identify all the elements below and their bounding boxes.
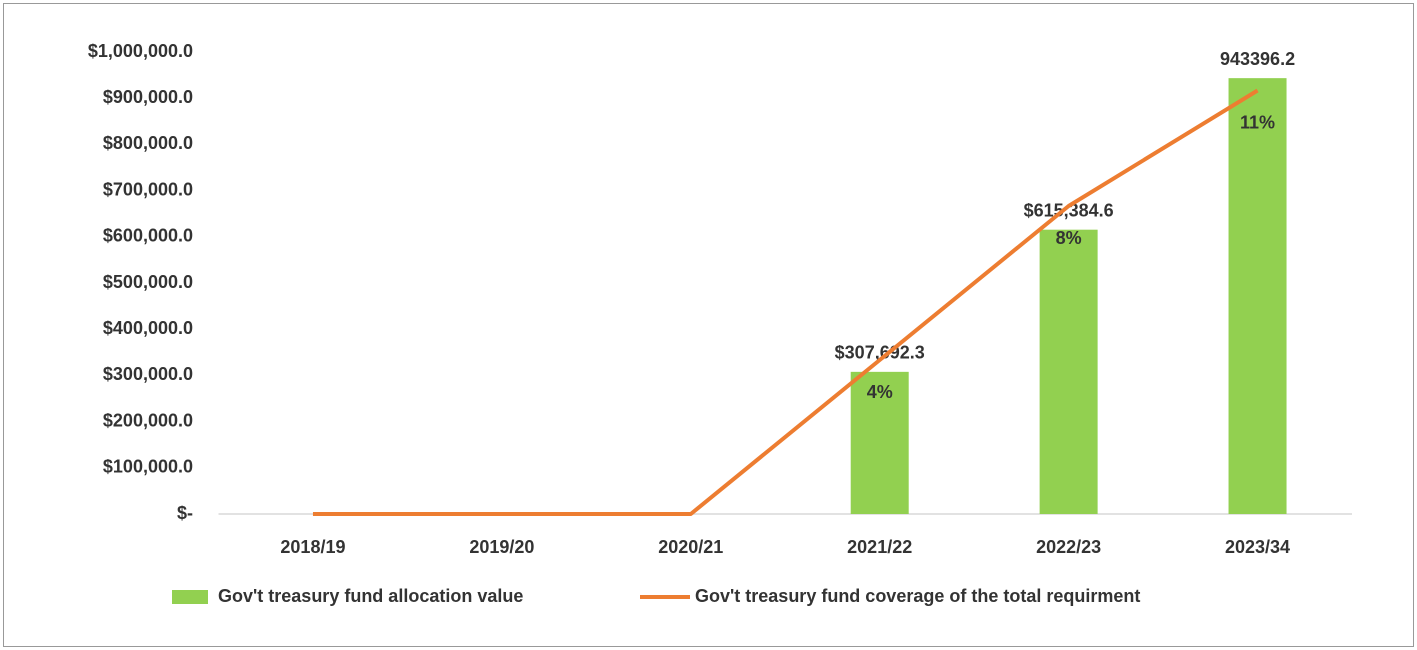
y-tick-label: $500,000.0 bbox=[103, 272, 193, 292]
y-tick-label: $400,000.0 bbox=[103, 318, 193, 338]
bar-value-label: $307,692.3 bbox=[835, 343, 925, 363]
x-tick-label: 2018/19 bbox=[280, 537, 345, 557]
x-tick-label: 2022/23 bbox=[1036, 537, 1101, 557]
legend-label: Gov't treasury fund coverage of the tota… bbox=[695, 586, 1140, 606]
x-tick-label: 2023/34 bbox=[1225, 537, 1290, 557]
x-tick-label: 2021/22 bbox=[847, 537, 912, 557]
x-tick-label: 2019/20 bbox=[469, 537, 534, 557]
y-tick-label: $1,000,000.0 bbox=[88, 41, 193, 61]
y-tick-label: $100,000.0 bbox=[103, 457, 193, 477]
bar bbox=[1039, 229, 1098, 514]
line-value-label: 8% bbox=[1056, 228, 1082, 248]
y-tick-label: $700,000.0 bbox=[103, 179, 193, 199]
legend-label: Gov't treasury fund allocation value bbox=[218, 586, 523, 606]
y-tick-label: $800,000.0 bbox=[103, 133, 193, 153]
bar-value-label: $615,384.6 bbox=[1024, 200, 1114, 220]
line bbox=[312, 88, 1259, 516]
bar bbox=[850, 371, 909, 514]
bar-value-label: 943396.2 bbox=[1220, 49, 1295, 69]
y-tick-label: $600,000.0 bbox=[103, 226, 193, 246]
y-tick-label: $900,000.0 bbox=[103, 87, 193, 107]
legend-swatch bbox=[172, 590, 208, 604]
x-tick-label: 2020/21 bbox=[658, 537, 723, 557]
y-tick-label: $200,000.0 bbox=[103, 410, 193, 430]
chart-frame bbox=[3, 3, 1414, 647]
line-value-label: 4% bbox=[867, 382, 893, 402]
y-tick-label: $- bbox=[177, 503, 193, 523]
bar bbox=[1228, 78, 1287, 515]
y-tick-label: $300,000.0 bbox=[103, 364, 193, 384]
line-value-label: 11% bbox=[1240, 112, 1275, 132]
